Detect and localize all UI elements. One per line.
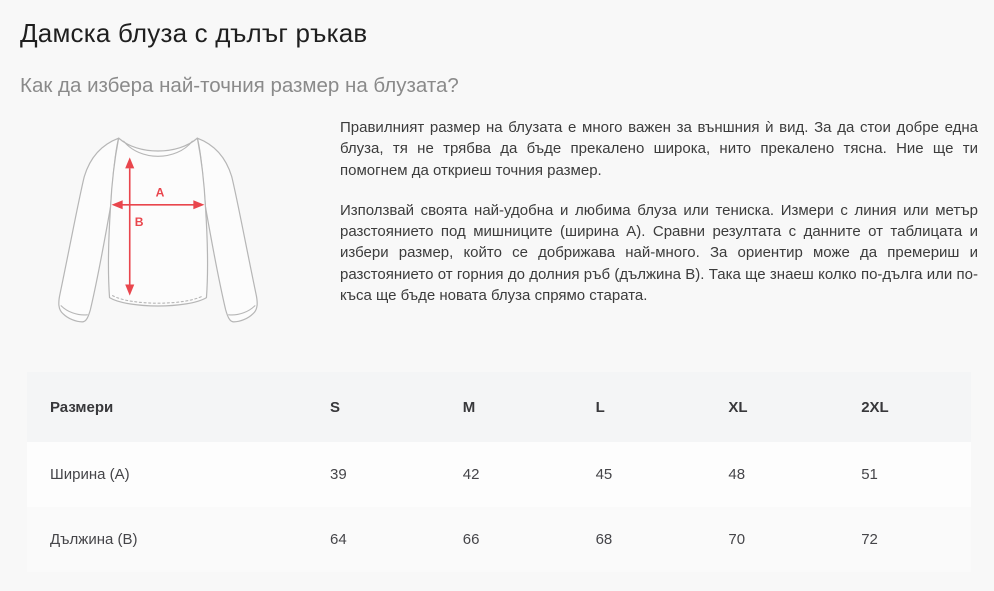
length-value-m: 66 (462, 531, 480, 548)
row-label-length: Дължина (B) (50, 531, 138, 548)
length-value-l: 68 (595, 531, 613, 548)
left-sleeve-shape (58, 137, 120, 323)
blouse-illustration-icon: A B (58, 137, 258, 323)
width-value-s: 39 (330, 466, 347, 483)
length-value-s: 64 (330, 531, 347, 548)
table-row-width: Ширина (A) 39 42 45 48 51 (27, 442, 971, 507)
body-shape (107, 137, 209, 307)
page-subtitle: Как да избера най-точния размер на блуза… (20, 74, 459, 97)
header-cell-2xl: 2XL (861, 398, 889, 416)
length-arrow (125, 157, 135, 296)
width-value-2xl: 51 (861, 466, 878, 483)
length-label: B (135, 215, 144, 229)
collar-line (123, 140, 193, 157)
length-value-2xl: 72 (861, 531, 878, 548)
header-cell-xl: XL (728, 398, 748, 416)
header-cell-m: M (462, 398, 476, 416)
left-cuff-seam (60, 305, 88, 316)
width-value-m: 42 (462, 466, 480, 483)
row-label-width: Ширина (A) (50, 466, 130, 483)
header-cell-l: L (595, 398, 605, 416)
length-value-xl: 70 (728, 531, 746, 548)
width-arrow (111, 200, 205, 210)
intro-paragraph-2: Използвай своята най-удобна и любима блу… (340, 201, 978, 305)
right-sleeve-shape (196, 137, 258, 323)
right-cuff-seam (228, 305, 256, 316)
width-value-l: 45 (595, 466, 613, 483)
size-table-header-row: Размери S M L XL 2XL (27, 372, 971, 442)
header-cell-s: S (330, 398, 341, 416)
size-table: Размери S M L XL 2XL Ширина (A) 39 42 45… (27, 372, 971, 572)
header-cell-sizes: Размери (50, 398, 114, 416)
width-value-xl: 48 (728, 466, 746, 483)
table-row-length: Дължина (B) 64 66 68 70 72 (27, 507, 971, 572)
width-label: A (156, 186, 165, 200)
page-title: Дамска блуза с дълъг ръкав (20, 18, 368, 48)
blouse-measurement-diagram: A B (52, 124, 264, 336)
intro-text: Правилният размер на блузата е много важ… (340, 117, 978, 306)
hem-stitch-line (112, 295, 204, 304)
intro-paragraph-1: Правилният размер на блузата е много важ… (340, 119, 978, 179)
